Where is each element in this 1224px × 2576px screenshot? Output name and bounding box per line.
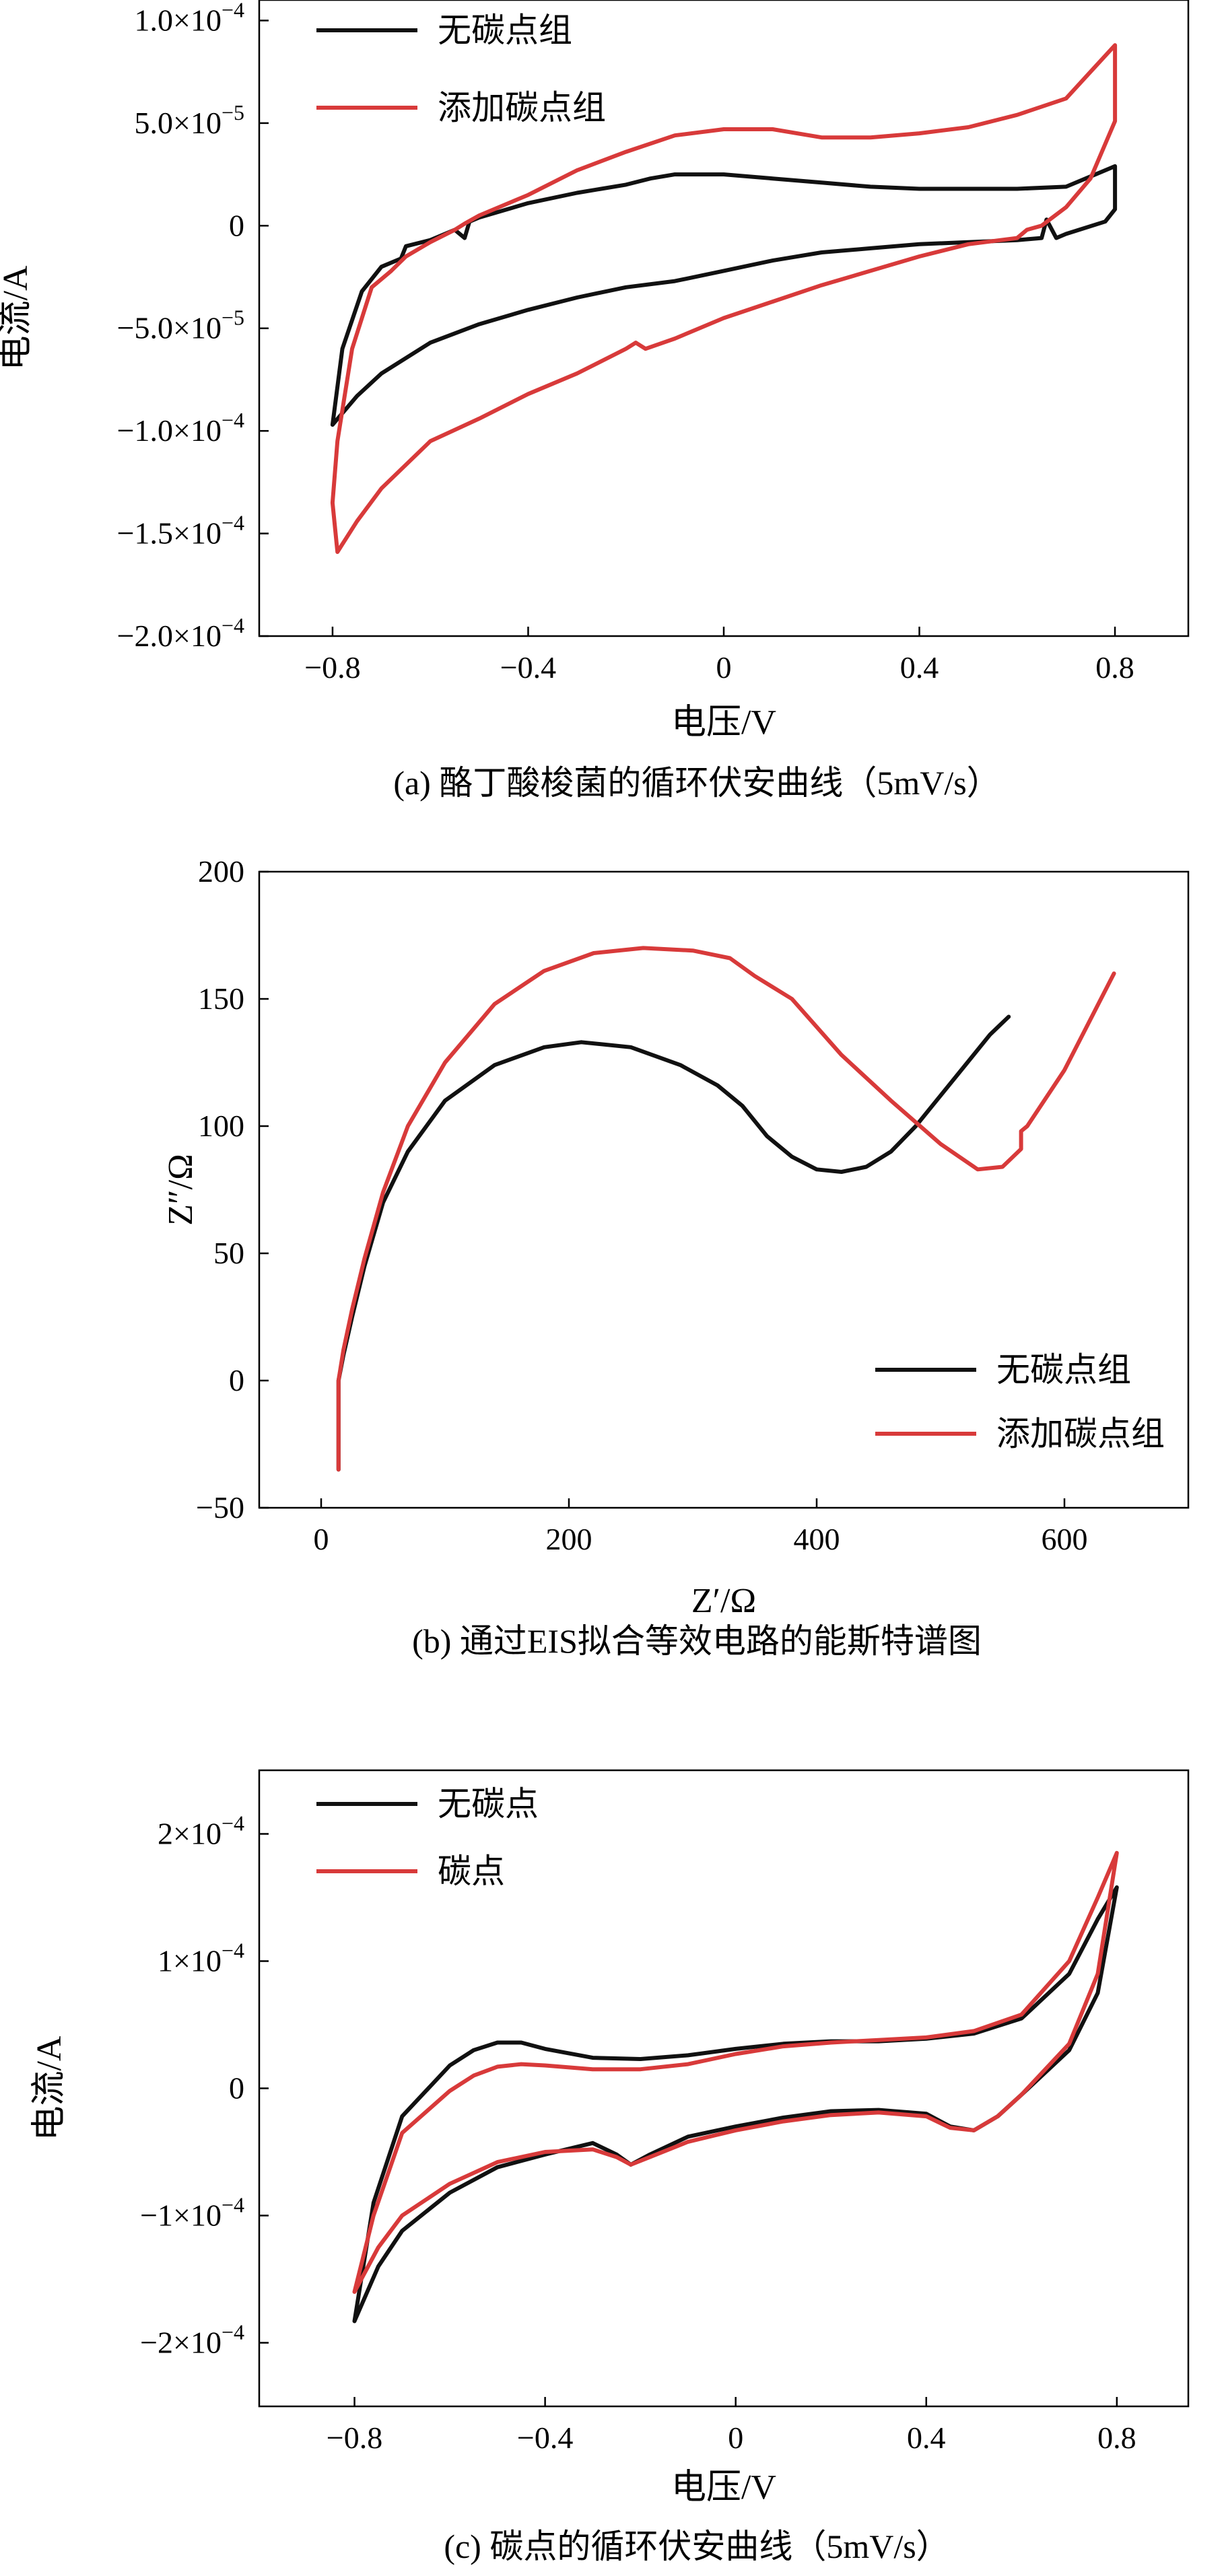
x-axis-label: Z′/Ω: [691, 1582, 756, 1620]
y-tick-label: −2×10−4: [140, 2320, 244, 2360]
legend-label-1: 添加碳点组: [438, 89, 606, 127]
series-line-1: [336, 946, 1116, 1472]
legend-label-1: 添加碳点组: [996, 1415, 1165, 1453]
series-line-0: [352, 1885, 1119, 2324]
series-line-0: [336, 1014, 1011, 1472]
x-tick-label: 0.8: [1097, 2421, 1136, 2455]
y-tick-label: −1.0×10−4: [117, 408, 244, 448]
x-axis-label: 电压/V: [671, 703, 776, 742]
figure-caption: (c) 碳点的循环伏安曲线（5mV/s）: [444, 2528, 949, 2565]
x-axis-label: 电压/V: [671, 2468, 776, 2507]
x-tick-label: 0: [314, 1522, 329, 1556]
x-tick-label: −0.4: [517, 2421, 573, 2455]
plot-frame: [258, 870, 1190, 1509]
y-tick-label: −2.0×10−4: [117, 613, 244, 653]
y-tick-label: 0: [229, 208, 244, 242]
chart-panel-0: −0.8 −0.4 0 0.4 0.8 1.0×10−4 5.0×10−5 0 −5.0×10−…: [0, 0, 1190, 802]
y-tick-label: −1.5×10−4: [117, 511, 244, 551]
chart-panel-2: −0.8 −0.4 0 0.4 0.8 2×10−4 1×10−4 0 −1×10−4 −2×10…: [30, 1769, 1190, 2565]
series-line-1: [330, 43, 1118, 554]
x-tick-label: 0.8: [1095, 650, 1134, 685]
x-tick-label: −0.8: [304, 650, 360, 685]
y-tick-label: 5.0×10−5: [135, 100, 245, 140]
x-tick-label: 200: [546, 1522, 592, 1556]
y-tick-label: −50: [196, 1490, 244, 1525]
x-tick-label: 400: [794, 1522, 840, 1556]
legend-label-0: 无碳点: [438, 1785, 539, 1823]
y-tick-label: 0: [229, 2071, 244, 2105]
x-tick-label: 0: [728, 2421, 743, 2455]
x-tick-label: 0.4: [900, 650, 939, 685]
x-tick-label: −0.8: [327, 2421, 382, 2455]
series-line-0: [330, 164, 1118, 427]
x-tick-label: 0: [716, 650, 732, 685]
chart-panel-1: 0 200 400 600 200 150 100 50 0 −50 Z′/Ω Z″/Ω 无碳点组添加碳…: [162, 854, 1190, 1660]
plot-frame: [258, 1769, 1190, 2408]
y-axis-label: Z″/Ω: [162, 1154, 200, 1226]
legend-label-0: 无碳点组: [438, 11, 572, 49]
y-axis-label: 电流/A: [0, 265, 35, 370]
figure-caption: (b) 通过EIS拟合等效电路的能斯特谱图: [412, 1622, 982, 1660]
y-axis-label: 电流/A: [30, 2035, 69, 2140]
x-tick-label: 0.4: [907, 2421, 946, 2455]
legend-label-0: 无碳点组: [996, 1351, 1131, 1389]
y-tick-label: 200: [198, 854, 244, 889]
y-tick-label: −5.0×10−5: [117, 306, 244, 345]
y-tick-label: 1.0×10−4: [135, 0, 245, 37]
x-tick-label: 600: [1042, 1522, 1088, 1556]
y-tick-label: 0: [229, 1363, 244, 1397]
y-tick-label: 150: [198, 981, 244, 1016]
y-tick-label: 1×10−4: [158, 1939, 244, 1978]
legend-label-1: 碳点: [438, 1852, 505, 1890]
figure-caption: (a) 酪丁酸梭菌的循环伏安曲线（5mV/s）: [393, 764, 1000, 802]
y-tick-label: 50: [213, 1236, 244, 1270]
series-line-1: [352, 1850, 1119, 2294]
x-tick-label: −0.4: [500, 650, 556, 685]
y-tick-label: 2×10−4: [158, 1811, 244, 1851]
y-tick-label: −1×10−4: [140, 2193, 244, 2233]
y-tick-label: 100: [198, 1109, 244, 1143]
